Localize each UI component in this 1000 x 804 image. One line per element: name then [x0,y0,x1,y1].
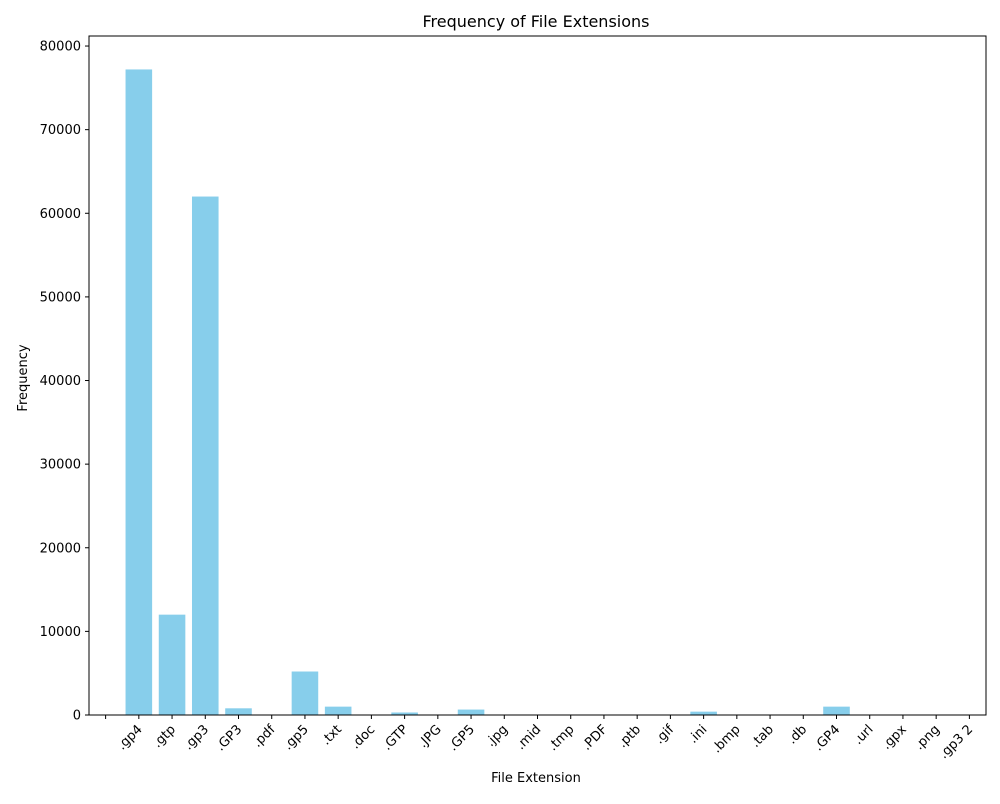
bar [823,707,850,715]
x-tick-label: .doc [348,722,378,752]
x-tick-label: .gp3 [181,722,212,753]
bar [126,69,153,715]
y-tick-label: 80000 [40,40,81,55]
y-tick-label: 10000 [40,625,81,640]
x-tick-label: .ptb [615,722,644,751]
y-tick-label: 30000 [40,458,81,473]
y-tick-label: 70000 [40,123,81,138]
bar [225,708,252,715]
bars-group [92,69,982,715]
x-tick-label: .url [851,722,877,748]
x-tick-label: .GP5 [446,722,478,754]
x-tick-label: .gp3 2 [936,722,976,762]
x-tick-label: .tab [748,722,777,751]
x-tick-label: .PDF [579,722,610,753]
chart-title: Frequency of File Extensions [423,12,650,31]
x-tick-label: .gtp [150,722,179,751]
x-tick-label: .tmp [546,722,578,754]
y-tick-label: 40000 [40,374,81,389]
x-tick-label: .ini [686,722,710,746]
x-axis: .gp4.gtp.gp3.GP3.pdf.gp5 .txt.doc.GTP.JPG… [106,715,977,762]
bar [690,712,717,715]
bar [192,197,219,715]
bar [292,672,319,715]
x-axis-label: File Extension [491,771,581,786]
bar [458,710,485,715]
y-tick-label: 60000 [40,207,81,222]
x-tick-label: .JPG [416,722,445,751]
plot-frame [89,36,986,715]
y-tick-label: 50000 [40,290,81,305]
y-tick-label: 0 [73,709,81,724]
x-tick-label: .mid [513,722,544,753]
x-tick-label: .pdf [250,722,279,751]
x-tick-label: .gp5 [281,722,312,753]
x-tick-label: .GP4 [811,722,843,754]
y-axis: 0 10000 20000 30000 40000 50000 60000 70000 8000… [40,40,89,724]
x-tick-label: .bmp [709,722,743,756]
x-tick-label: .gif [652,722,677,747]
bar [159,615,186,715]
x-tick-label: .GP3 [213,722,245,754]
x-tick-label: .jpg [483,722,511,750]
y-tick-label: 20000 [40,541,81,556]
x-tick-label: .gp4 [115,722,146,753]
x-tick-label: .txt [319,722,345,748]
bar [325,707,352,715]
x-tick-label: .gpx [879,722,910,753]
y-axis-label: Frequency [16,344,31,411]
x-tick-label: .db [785,722,810,747]
x-tick-label: .GTP [380,722,412,754]
